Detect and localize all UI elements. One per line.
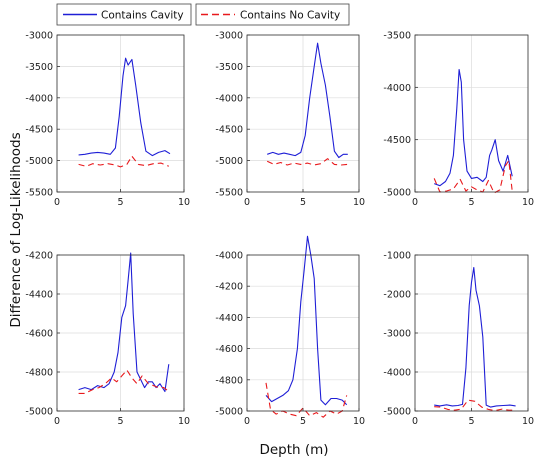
panel-grid: 0 5 10 -5500 -5000 -4500 -4000 -3500 -3000 0 5 10 -5… [25,31,534,428]
y-tick-label: -5000 [25,156,53,167]
y-tick-label: -5500 [215,188,243,199]
x-tick-label: 0 [54,416,60,427]
y-tick-label: -3000 [215,31,243,42]
y-tick-label: -4600 [215,344,243,355]
legend-entry-no-cavity: Contains No Cavity [195,3,350,26]
panel-3: 0 5 10 -5000 -4500 -4000 -3500 [383,31,534,209]
y-tick-label: -4800 [215,375,243,386]
x-tick-label: 10 [178,416,190,427]
x-tick-label: 10 [178,197,190,208]
x-tick-label: 0 [244,197,250,208]
x-tick-label: 5 [117,416,123,427]
series-no-cavity [266,158,348,166]
legend-entry-cavity: Contains Cavity [56,3,192,26]
series-cavity [434,266,516,408]
y-tick-label: -5500 [25,188,53,199]
x-tick-label: 5 [468,416,474,427]
x-tick-label: 0 [412,197,418,208]
y-tick-label: -4000 [215,93,243,104]
x-tick-label: 0 [412,416,418,427]
y-tick-label: -4000 [383,368,411,379]
legend-label-no-cavity: Contains No Cavity [240,10,340,22]
x-tick-label: 5 [468,197,474,208]
y-tick-label: -5000 [383,407,411,418]
series-no-cavity [78,155,170,168]
y-tick-label: -5000 [25,407,53,418]
series-cavity [434,68,513,187]
y-tick-label: -2000 [383,290,411,301]
y-tick-label: -4400 [25,290,53,301]
y-tick-label: -5000 [215,407,243,418]
x-tick-label: 5 [300,416,306,427]
legend: Contains Cavity Contains No Cavity [56,3,350,26]
series-cavity [267,42,348,159]
y-tick-label: -4400 [215,313,243,324]
series-no-cavity [265,382,348,418]
y-tick-label: -3000 [383,329,411,340]
y-tick-label: -4500 [383,135,411,146]
y-tick-label: -3000 [25,31,53,42]
y-tick-label: -4000 [215,251,243,262]
panel-2: 0 5 10 -5500 -5000 -4500 -4000 -3500 -3000 [215,31,365,209]
panel-4: 0 5 10 -5000 -4800 -4600 -4400 -4200 [25,251,190,428]
x-tick-label: 10 [353,197,365,208]
y-tick-label: -5000 [383,188,411,199]
series-cavity [78,57,171,157]
panel-5: 0 5 10 -5000 -4800 -4600 -4400 -4200 -4000 [215,235,365,427]
panel-6: 0 5 10 -5000 -4000 -3000 -2000 -1000 [383,251,534,428]
panel-1: 0 5 10 -5500 -5000 -4500 -4000 -3500 -3000 [25,31,190,209]
y-axis-label: Difference of Log-Likelihoods [8,132,24,327]
y-tick-label: -4500 [25,125,53,136]
y-tick-label: -4000 [383,83,411,94]
y-tick-label: -4200 [215,282,243,293]
y-tick-label: -3500 [383,31,411,42]
x-tick-label: 10 [522,416,534,427]
y-tick-label: -4200 [25,251,53,262]
x-tick-label: 5 [117,197,123,208]
x-tick-label: 10 [522,197,534,208]
x-tick-label: 0 [244,416,250,427]
y-tick-label: -3500 [215,62,243,73]
x-tick-label: 5 [300,197,306,208]
legend-label-cavity: Contains Cavity [101,10,184,22]
series-cavity [265,235,348,406]
y-tick-label: -5000 [215,156,243,167]
y-tick-label: -1000 [383,251,411,262]
y-tick-label: -4500 [215,125,243,136]
series-no-cavity [434,399,516,412]
x-tick-label: 10 [353,416,365,427]
y-tick-label: -4000 [25,93,53,104]
series-no-cavity [78,369,170,394]
x-tick-label: 0 [54,197,60,208]
series-cavity [78,252,170,393]
y-tick-label: -3500 [25,62,53,73]
y-tick-label: -4600 [25,329,53,340]
y-tick-label: -4800 [25,368,53,379]
x-axis-label: Depth (m) [259,442,328,458]
series-no-cavity [433,160,513,194]
